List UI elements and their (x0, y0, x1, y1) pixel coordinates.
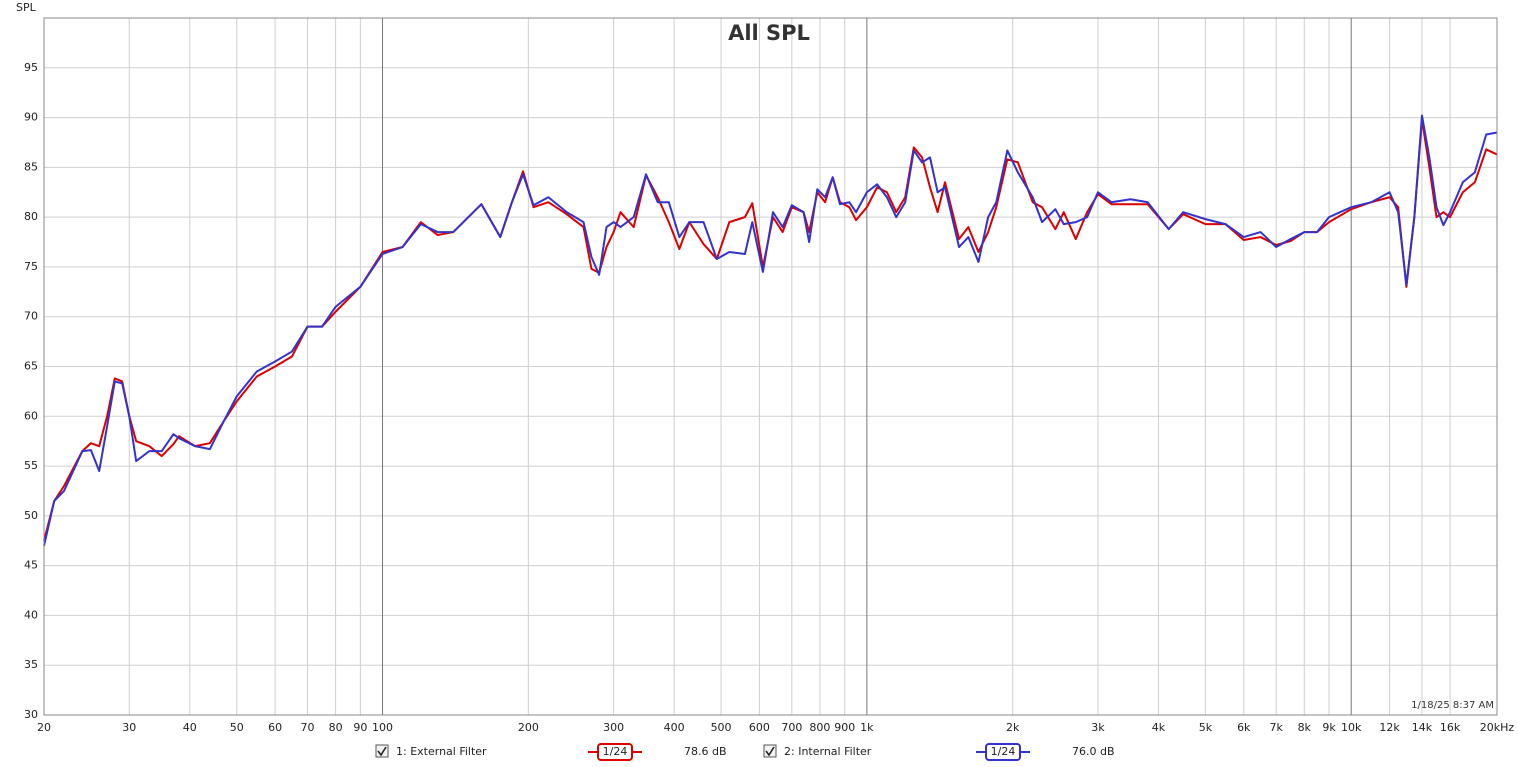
x-tick-label: 2k (1006, 721, 1020, 734)
series-line (43, 114, 1498, 546)
checkbox[interactable] (375, 744, 389, 758)
x-tick-label: 40 (183, 721, 197, 734)
checkmark[interactable] (377, 746, 387, 757)
smoothing-box[interactable] (985, 743, 1021, 761)
y-tick-label: 60 (24, 409, 38, 422)
chart-title: All SPL (728, 21, 810, 45)
x-tick-label: 50 (230, 721, 244, 734)
timestamp: 1/18/25 8:37 AM (1411, 700, 1494, 711)
x-tick-label: 90 (353, 721, 367, 734)
legend: 1: External Filter 1/24 78.6 dB 2: Internal… (375, 743, 1115, 761)
x-tick-label: 10k (1341, 721, 1362, 734)
y-tick-label: 85 (24, 160, 38, 173)
x-tick-label: 600 (749, 721, 770, 734)
smoothing-box[interactable] (597, 743, 633, 761)
x-tick-label: 200 (518, 721, 539, 734)
legend-label: 1: External Filter (396, 745, 487, 758)
y-tick-label: 35 (24, 658, 38, 671)
x-tick-label: 500 (711, 721, 732, 734)
x-tick-label: 16k (1440, 721, 1461, 734)
y-axis-label: SPL (16, 1, 37, 14)
y-tick-label: 90 (24, 111, 38, 124)
x-tick-label: 800 (809, 721, 830, 734)
x-tick-label: 80 (329, 721, 343, 734)
x-tick-label: 100 (372, 721, 393, 734)
y-tick-label: 40 (24, 608, 38, 621)
smoothing-label[interactable]: 1/24 (991, 745, 1016, 758)
y-tick-label: 45 (24, 559, 38, 572)
x-tick-label: 12k (1379, 721, 1400, 734)
x-tick-label: 6k (1237, 721, 1251, 734)
x-tick-label: 7k (1269, 721, 1283, 734)
x-tick-label: 700 (781, 721, 802, 734)
smoothing-label[interactable]: 1/24 (603, 745, 628, 758)
legend-label: 2: Internal Filter (784, 745, 872, 758)
x-tick-label: 5k (1199, 721, 1213, 734)
checkmark[interactable] (765, 746, 775, 757)
y-tick-label: 50 (24, 509, 38, 522)
y-tick-label: 75 (24, 260, 38, 273)
y-tick-label: 65 (24, 360, 38, 373)
x-tick-label: 14k (1412, 721, 1433, 734)
y-tick-label: 80 (24, 210, 38, 223)
x-tick-label: 30 (122, 721, 136, 734)
x-tick-label: 70 (301, 721, 315, 734)
x-tick-label: 20 (37, 721, 51, 734)
x-tick-label: 900 (834, 721, 855, 734)
checkbox[interactable] (763, 744, 777, 758)
x-tick-label: 9k (1322, 721, 1336, 734)
legend-checkbox[interactable] (763, 744, 777, 758)
legend-checkbox[interactable] (375, 744, 389, 758)
y-tick-label: 30 (24, 708, 38, 721)
y-tick-label: 95 (24, 61, 38, 74)
x-tick-label: 300 (603, 721, 624, 734)
y-tick-label: 70 (24, 310, 38, 323)
x-tick-label: 1k (860, 721, 874, 734)
level-label: 76.0 dB (1072, 745, 1115, 758)
level-label: 78.6 dB (684, 745, 727, 758)
x-tick-label: 20kHz (1480, 721, 1515, 734)
x-tick-label: 400 (664, 721, 685, 734)
x-tick-label: 4k (1152, 721, 1166, 734)
x-tick-label: 60 (268, 721, 282, 734)
plot-lines (43, 114, 1498, 546)
x-tick-label: 8k (1298, 721, 1312, 734)
y-tick-label: 55 (24, 459, 38, 472)
plot-border (43, 17, 1498, 716)
x-tick-label: 3k (1091, 721, 1105, 734)
